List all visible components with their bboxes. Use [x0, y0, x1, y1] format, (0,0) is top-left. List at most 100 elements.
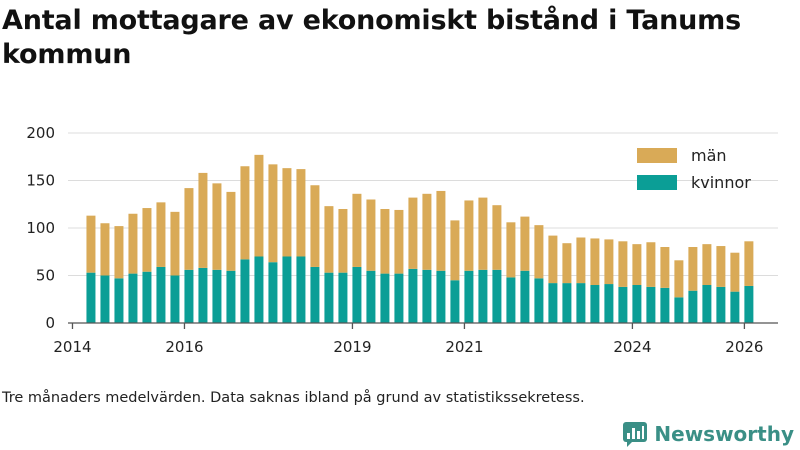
x-tick-label: 2016 — [165, 338, 203, 356]
bar-män — [548, 235, 558, 284]
x-tick-label: 2024 — [613, 338, 651, 356]
bar-kvinnor — [184, 269, 194, 323]
bar-kvinnor — [100, 275, 110, 323]
bar-män — [128, 213, 138, 274]
bar-män — [268, 164, 278, 263]
bar-män — [86, 215, 96, 273]
bar-kvinnor — [380, 273, 390, 323]
bar-män — [114, 226, 124, 279]
bar-män — [646, 242, 656, 287]
bar-kvinnor — [744, 285, 754, 323]
bar-män — [254, 154, 264, 257]
bar-män — [100, 223, 110, 276]
bar-kvinnor — [576, 283, 586, 323]
bar-kvinnor — [156, 266, 166, 323]
bar-män — [142, 208, 152, 272]
bar-kvinnor — [548, 283, 558, 323]
bar-kvinnor — [464, 270, 474, 323]
x-tick-label: 2026 — [725, 338, 763, 356]
bar-kvinnor — [128, 273, 138, 323]
bar-män — [436, 190, 446, 271]
x-axis: 2014 2016 2019 2021 2024 2026 — [53, 322, 778, 356]
bar-män — [520, 216, 530, 271]
chart-title: Antal mottagare av ekonomiskt bistånd i … — [2, 5, 741, 70]
bar-kvinnor — [338, 272, 348, 323]
bar-kvinnor — [198, 267, 208, 323]
bar-kvinnor — [562, 283, 572, 323]
bar-kvinnor — [366, 270, 376, 323]
bar-män — [226, 191, 236, 271]
bar-män — [632, 244, 642, 285]
bar-series — [86, 154, 754, 323]
legend-label-män: män — [691, 146, 727, 165]
bar-kvinnor — [394, 273, 404, 323]
bar-kvinnor — [282, 256, 292, 323]
bar-kvinnor — [590, 285, 600, 323]
bar-män — [604, 239, 614, 285]
bar-kvinnor — [660, 287, 670, 323]
y-tick-label: 0 — [45, 314, 55, 332]
bar-män — [296, 169, 306, 257]
bar-kvinnor — [86, 272, 96, 323]
bar-kvinnor — [506, 277, 516, 323]
x-tick-label: 2021 — [445, 338, 483, 356]
bar-män — [478, 197, 488, 270]
bar-kvinnor — [716, 286, 726, 323]
bar-män — [730, 252, 740, 292]
bar-män — [352, 193, 362, 267]
bar-män — [590, 238, 600, 285]
bar-män — [394, 209, 404, 274]
stacked-bar-chart: 0 50 100 150 200 2014 2016 2019 2021 2024 2026 mä… — [26, 124, 778, 356]
bar-män — [310, 185, 320, 267]
legend: män kvinnor — [637, 146, 751, 192]
y-axis: 0 50 100 150 200 — [26, 124, 55, 332]
bar-kvinnor — [450, 280, 460, 323]
bar-män — [338, 209, 348, 273]
bar-kvinnor — [212, 269, 222, 323]
bar-kvinnor — [618, 286, 628, 323]
bar-kvinnor — [310, 266, 320, 323]
bar-män — [422, 193, 432, 270]
legend-swatch-män — [637, 148, 677, 163]
bar-kvinnor — [352, 266, 362, 323]
bar-kvinnor — [730, 291, 740, 323]
bar-kvinnor — [534, 278, 544, 323]
x-tick-label: 2014 — [53, 338, 91, 356]
bar-kvinnor — [170, 275, 180, 323]
brand-logo: Newsworthy — [622, 419, 794, 449]
bar-män — [212, 183, 222, 270]
footnote: Tre månaders medelvärden. Data saknas ib… — [2, 390, 585, 406]
bar-män — [716, 246, 726, 287]
bar-män — [688, 247, 698, 291]
bar-kvinnor — [646, 286, 656, 323]
bar-kvinnor — [324, 272, 334, 323]
bar-män — [674, 260, 684, 298]
bar-kvinnor — [114, 278, 124, 323]
y-tick-label: 200 — [26, 124, 55, 142]
bar-män — [618, 241, 628, 287]
bar-män — [506, 222, 516, 278]
bar-kvinnor — [254, 256, 264, 323]
bar-män — [702, 244, 712, 285]
bar-män — [324, 206, 334, 273]
bar-kvinnor — [268, 262, 278, 323]
bar-kvinnor — [674, 297, 684, 323]
bar-kvinnor — [688, 290, 698, 323]
bar-kvinnor — [436, 270, 446, 323]
bar-män — [240, 166, 250, 260]
y-tick-label: 50 — [36, 267, 55, 285]
bar-män — [366, 199, 376, 271]
legend-swatch-kvinnor — [637, 175, 677, 190]
bar-män — [534, 225, 544, 279]
bar-kvinnor — [604, 284, 614, 323]
bar-kvinnor — [408, 268, 418, 323]
bar-kvinnor — [240, 259, 250, 323]
bar-kvinnor — [142, 271, 152, 323]
y-tick-label: 100 — [26, 219, 55, 237]
bar-män — [562, 243, 572, 284]
newsworthy-logo-icon — [623, 422, 648, 447]
x-tick-label: 2019 — [333, 338, 371, 356]
bar-män — [184, 188, 194, 270]
bar-kvinnor — [632, 285, 642, 323]
bar-kvinnor — [478, 269, 488, 323]
